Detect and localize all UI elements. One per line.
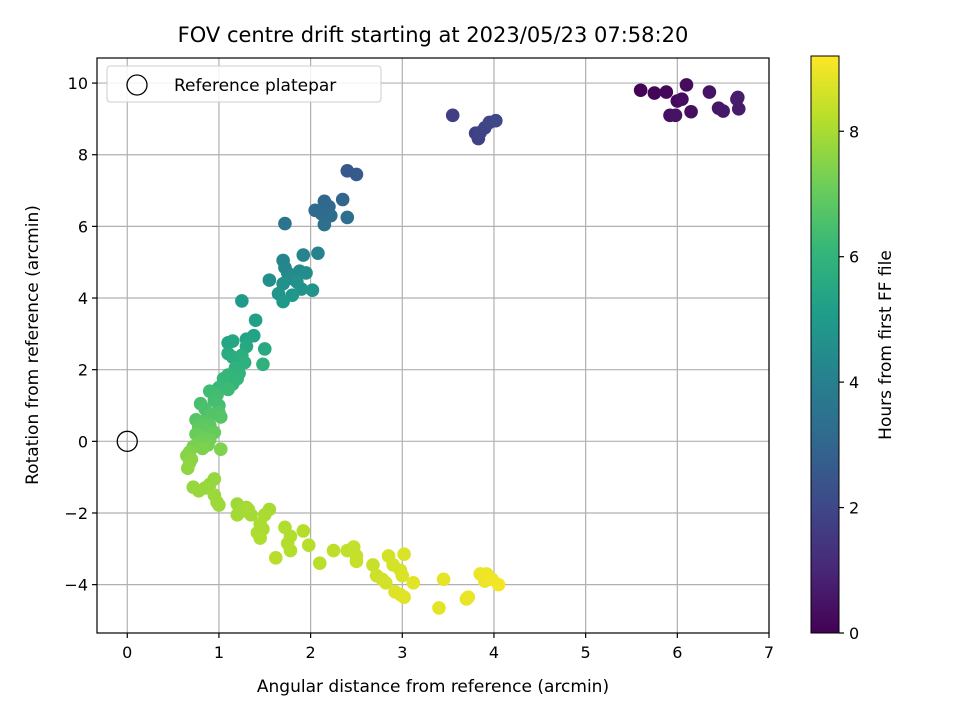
data-point <box>684 104 698 119</box>
colorbar-tick-label: 0 <box>849 624 859 643</box>
data-point <box>731 90 745 105</box>
data-point <box>301 538 316 553</box>
data-point <box>195 441 210 456</box>
data-point <box>378 576 393 590</box>
data-point <box>312 556 327 570</box>
data-point <box>278 216 292 231</box>
data-point <box>461 590 476 604</box>
colorbar-tick-label: 4 <box>849 373 859 392</box>
data-point <box>248 313 263 328</box>
data-point <box>340 210 355 225</box>
colorbar-gradient <box>810 55 840 634</box>
data-point <box>668 108 683 123</box>
data-point <box>283 543 298 558</box>
reference-platepar-marker <box>116 430 138 452</box>
x-tick-label: 4 <box>489 643 499 662</box>
chart-title: FOV centre drift starting at 2023/05/23 … <box>178 23 689 47</box>
data-point <box>349 167 364 182</box>
y-axis-label: Rotation from reference (arcmin) <box>23 205 43 485</box>
colorbar: 0 2 4 6 8 Hours from first FF file <box>810 55 896 643</box>
x-tick-label: 7 <box>764 643 774 662</box>
data-point <box>262 273 277 287</box>
data-point <box>675 92 689 106</box>
y-tick-label: 8 <box>78 146 88 165</box>
data-point <box>230 507 245 522</box>
data-point <box>366 558 380 572</box>
y-axis: −4 −2 0 2 4 6 8 10 <box>64 74 97 595</box>
data-point <box>335 192 350 207</box>
data-point <box>432 601 446 615</box>
data-point <box>436 572 451 587</box>
data-point <box>256 357 270 372</box>
y-tick-label: −2 <box>64 504 88 523</box>
data-point <box>349 554 364 569</box>
x-tick-label: 1 <box>214 643 224 662</box>
data-point <box>241 502 256 517</box>
data-point <box>296 248 311 262</box>
data-point <box>311 246 325 261</box>
x-tick-label: 0 <box>122 643 132 662</box>
legend-marker-circle <box>126 74 148 96</box>
data-point <box>326 543 341 558</box>
data-point <box>317 217 332 232</box>
colorbar-tick-label: 6 <box>849 248 859 267</box>
data-point <box>659 85 674 99</box>
legend-entry-label: Reference platepar <box>174 76 336 96</box>
data-point <box>406 576 421 590</box>
y-tick-label: 6 <box>78 217 88 236</box>
data-point <box>731 102 746 116</box>
data-point <box>305 283 320 297</box>
data-point <box>397 547 411 561</box>
x-tick-label: 2 <box>306 643 316 662</box>
reference-layer <box>116 430 138 452</box>
x-axis: 0 1 2 3 4 5 6 7 <box>122 633 774 662</box>
data-point <box>276 294 290 309</box>
data-point <box>235 294 249 308</box>
data-point <box>212 498 226 512</box>
data-point <box>395 568 410 583</box>
data-point <box>299 266 313 280</box>
x-axis-label: Angular distance from reference (arcmin) <box>257 677 609 697</box>
data-point <box>445 108 460 123</box>
data-point <box>221 382 235 397</box>
y-tick-label: 2 <box>78 361 88 380</box>
data-point <box>491 577 506 592</box>
colorbar-tick-label: 2 <box>849 499 859 518</box>
data-point <box>296 524 311 538</box>
x-tick-label: 6 <box>672 643 682 662</box>
data-point <box>225 334 240 348</box>
data-point <box>180 461 195 476</box>
y-tick-label: 4 <box>78 289 88 308</box>
y-tick-label: 10 <box>68 74 88 93</box>
legend: Reference platepar <box>106 65 382 103</box>
data-point <box>397 590 411 604</box>
data-point <box>633 83 648 98</box>
data-point <box>213 410 228 424</box>
data-point <box>213 442 228 457</box>
colorbar-ticks: 0 2 4 6 8 <box>839 122 859 643</box>
data-point <box>702 85 717 99</box>
data-point <box>257 342 272 356</box>
colorbar-label: Hours from first FF file <box>876 250 896 440</box>
legend-box <box>106 65 382 103</box>
plot-frame <box>96 57 770 634</box>
colorbar-tick-label: 8 <box>849 122 859 141</box>
data-point <box>268 550 283 565</box>
data-point <box>253 531 267 545</box>
data-point <box>679 78 694 92</box>
data-point <box>647 86 662 100</box>
data-point <box>716 104 730 118</box>
y-tick-label: 0 <box>78 432 88 451</box>
x-tick-label: 3 <box>397 643 407 662</box>
data-point <box>488 113 503 128</box>
x-tick-label: 5 <box>581 643 591 662</box>
points-layer <box>180 78 746 615</box>
y-tick-label: −4 <box>64 576 88 595</box>
data-point <box>191 483 206 498</box>
